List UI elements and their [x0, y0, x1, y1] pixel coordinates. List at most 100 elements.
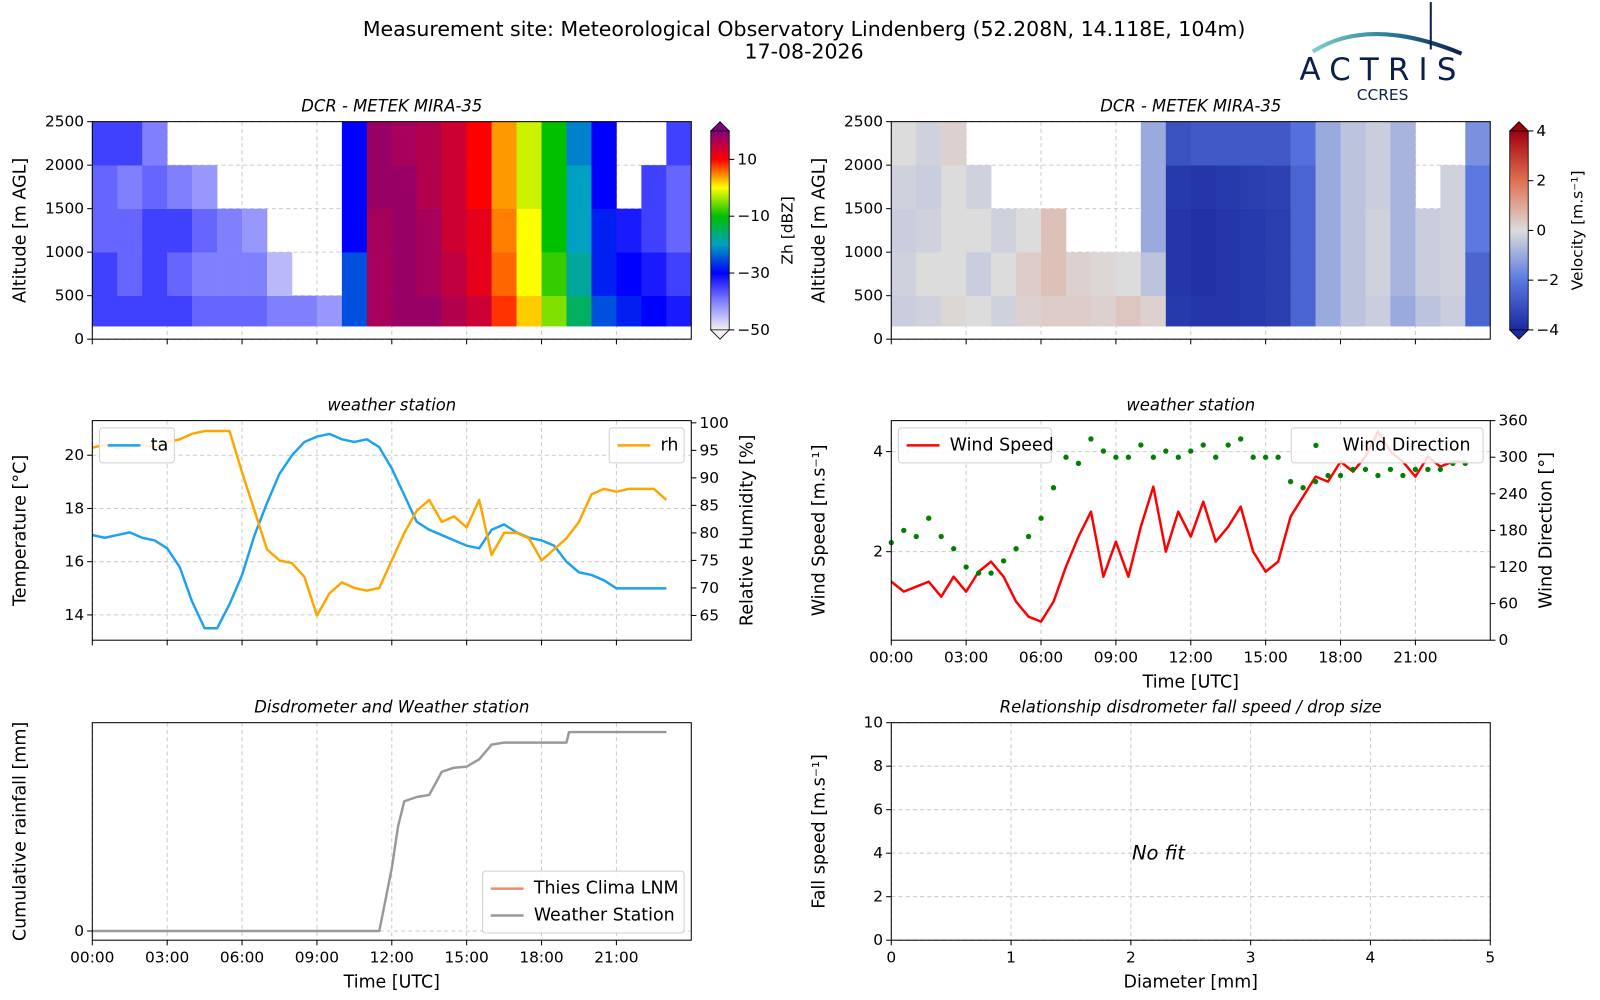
plot-frame [890, 121, 1491, 340]
scatter-point [951, 546, 957, 552]
heatmap-cell [366, 165, 393, 209]
y-tick-label: 2000 [844, 156, 883, 174]
y2-tick-label: 120 [1498, 558, 1527, 576]
y-tick-label: 500 [854, 287, 883, 305]
heatmap-cell [1265, 208, 1291, 253]
heatmap-cell [341, 252, 368, 296]
heatmap-cell [1465, 165, 1491, 209]
heatmap-cell [1390, 208, 1416, 253]
heatmap-cell [1290, 208, 1316, 253]
legend-label: rh [661, 435, 679, 455]
heatmap-cell [1065, 252, 1092, 296]
x-tick-label: 21:00 [1393, 649, 1437, 667]
heatmap-cell [1465, 252, 1491, 296]
heatmap-cell [941, 121, 967, 166]
heatmap-cell [516, 252, 542, 296]
scatter-point [1000, 558, 1007, 564]
colorbar-tick-label: 2 [1536, 172, 1546, 190]
heatmap-cell [142, 208, 168, 253]
heatmap-cell [491, 295, 517, 327]
y2-tick-label: 360 [1498, 412, 1527, 430]
scatter-point [1100, 448, 1107, 454]
plot-frame [890, 420, 1491, 641]
panel-title: DCR - METEK MIRA-35 [1100, 97, 1281, 116]
heatmap-cell [366, 121, 393, 166]
heatmap-cell [916, 208, 942, 253]
y2-tick-label: 65 [699, 606, 719, 624]
heatmap-cell [1340, 252, 1366, 296]
y-axis-label: Altitude [m AGL] [810, 158, 830, 303]
heatmap-cell [1440, 252, 1466, 296]
heatmap-cell [516, 121, 542, 166]
legend-box [897, 427, 1052, 464]
scatter-point [1337, 472, 1344, 479]
heatmap-cell [1265, 121, 1291, 166]
scatter-point [975, 570, 982, 576]
heatmap-cell [391, 121, 418, 166]
y2-tick-label: 90 [699, 469, 719, 487]
heatmap-cell [941, 208, 967, 253]
colorbar-label: Velocity [m.s⁻¹] [1568, 170, 1586, 290]
heatmap-cell [591, 295, 617, 327]
figure-title: Measurement site: Meteorological Observa… [363, 17, 1246, 41]
heatmap-cell [1016, 252, 1042, 296]
heatmap-cell [416, 121, 443, 166]
heatmap-cell [1465, 121, 1491, 166]
y-tick-label: 4 [873, 844, 883, 862]
heatmap-cell [491, 165, 517, 209]
x-axis-label: Diameter [mm] [1124, 972, 1258, 992]
heatmap-cell [1315, 295, 1341, 327]
scatter-point [1200, 442, 1206, 448]
heatmap-cell [391, 295, 418, 327]
heatmap-cell [591, 252, 617, 296]
y-tick-label: 1000 [45, 243, 84, 261]
x-tick-label: 2 [1126, 949, 1136, 967]
panel-title: weather station [327, 396, 456, 415]
heatmap-cell [966, 295, 992, 327]
heatmap-cell [341, 165, 368, 209]
legend-label: Thies Clima LNM [533, 879, 679, 899]
heatmap-cell [1190, 252, 1217, 296]
heatmap-cell [1215, 208, 1241, 253]
heatmap-cell [641, 165, 667, 209]
heatmap-cell [491, 208, 517, 253]
x-tick-label: 09:00 [1094, 649, 1138, 667]
heatmap-cell [217, 252, 243, 296]
heatmap-cell [966, 165, 992, 209]
y2-axis-label: Relative Humidity [%] [738, 435, 758, 626]
heatmap-cell [1390, 295, 1416, 327]
heatmap-cell [1140, 208, 1167, 253]
heatmap-cell [641, 252, 667, 296]
colorbar-tick-label: −50 [737, 321, 769, 339]
y-axis-label: Cumulative rainfall [mm] [11, 722, 31, 941]
y-tick-label: 500 [55, 287, 84, 305]
x-tick-label: 5 [1485, 949, 1495, 967]
x-tick-label: 0 [886, 949, 896, 967]
heatmap-cell [1016, 208, 1042, 253]
heatmap-cell [666, 165, 692, 209]
y2-tick-label: 300 [1498, 448, 1527, 466]
heatmap-cell [1165, 208, 1192, 253]
y-tick-label: 0 [74, 922, 84, 940]
plot-frame [91, 722, 692, 941]
heatmap-cell [441, 165, 467, 209]
y-tick-label: 2500 [45, 113, 84, 131]
heatmap-cell [591, 165, 617, 209]
heatmap-cell [416, 165, 443, 209]
heatmap-cell [1390, 165, 1416, 209]
colorbar-extend-bottom [1508, 329, 1530, 340]
heatmap-cell [1240, 208, 1266, 253]
scatter-point [1063, 454, 1069, 460]
heatmap-cell [1290, 252, 1316, 296]
heatmap-cell [466, 208, 492, 253]
heatmap-cell [666, 295, 692, 327]
heatmap-cell [941, 295, 967, 327]
y-axis-label: Wind Speed [m.s⁻¹] [810, 445, 830, 617]
y2-tick-label: 100 [699, 414, 728, 432]
heatmap-cell [1165, 165, 1192, 209]
heatmap-cell [441, 252, 467, 296]
heatmap-cell [416, 252, 443, 296]
heatmap-cell [117, 208, 143, 253]
heatmap-cell [1365, 295, 1391, 327]
heatmap-cell [192, 252, 218, 296]
